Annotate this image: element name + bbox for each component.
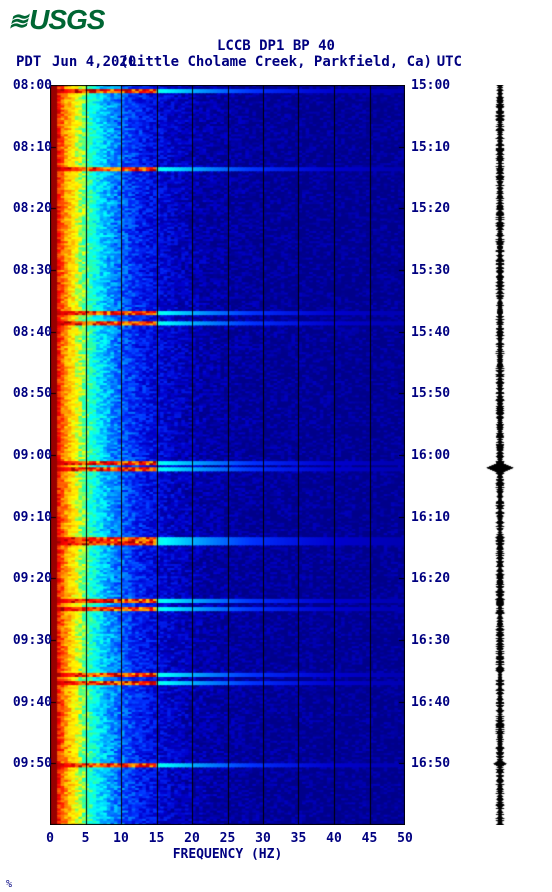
y-left-tick: 09:40 — [12, 695, 52, 710]
y-right-tick: 16:10 — [411, 510, 461, 525]
y-left-tick: 09:10 — [12, 510, 52, 525]
y-right-tick: 16:30 — [411, 633, 461, 648]
x-tick: 0 — [46, 831, 54, 846]
x-axis-label: FREQUENCY (HZ) — [50, 847, 405, 862]
y-left-tick: 09:30 — [12, 633, 52, 648]
plot-area — [50, 85, 405, 825]
y-left-tick: 08:20 — [12, 201, 52, 216]
timezone-right: UTC — [437, 54, 462, 70]
y-left-tick: 08:10 — [12, 140, 52, 155]
y-left-tick: 08:50 — [12, 386, 52, 401]
y-right-tick: 15:10 — [411, 140, 461, 155]
y-right-tick: 15:20 — [411, 201, 461, 216]
y-left-tick: 08:30 — [12, 263, 52, 278]
x-tick: 50 — [397, 831, 413, 846]
usgs-logo: ≋USGS — [8, 4, 104, 36]
x-tick: 20 — [184, 831, 200, 846]
y-right-tick: 16:20 — [411, 571, 461, 586]
spectrogram-canvas — [50, 85, 405, 825]
chart-title: LCCB DP1 BP 40 — [0, 38, 552, 54]
x-tick: 10 — [113, 831, 129, 846]
y-left-tick: 08:40 — [12, 325, 52, 340]
y-right-tick: 15:00 — [411, 78, 461, 93]
y-right-tick: 16:40 — [411, 695, 461, 710]
usgs-wave-icon: ≋ — [8, 7, 27, 36]
x-tick: 40 — [326, 831, 342, 846]
y-left-tick: 09:50 — [12, 756, 52, 771]
y-right-tick: 15:40 — [411, 325, 461, 340]
x-tick: 15 — [149, 831, 165, 846]
timezone-left: PDT — [16, 54, 41, 70]
y-right-tick: 15:30 — [411, 263, 461, 278]
usgs-logo-text: USGS — [29, 4, 104, 35]
x-tick: 25 — [220, 831, 236, 846]
y-right-tick: 16:50 — [411, 756, 461, 771]
y-left-tick: 08:00 — [12, 78, 52, 93]
waveform-canvas — [475, 85, 525, 825]
chart-date: Jun 4,2020 — [52, 54, 136, 70]
y-right-tick: 16:00 — [411, 448, 461, 463]
footer-mark: % — [6, 879, 12, 890]
x-tick: 35 — [291, 831, 307, 846]
y-right-tick: 15:50 — [411, 386, 461, 401]
x-tick: 5 — [82, 831, 90, 846]
y-left-tick: 09:20 — [12, 571, 52, 586]
x-tick: 30 — [255, 831, 271, 846]
y-left-tick: 09:00 — [12, 448, 52, 463]
x-tick: 45 — [362, 831, 378, 846]
